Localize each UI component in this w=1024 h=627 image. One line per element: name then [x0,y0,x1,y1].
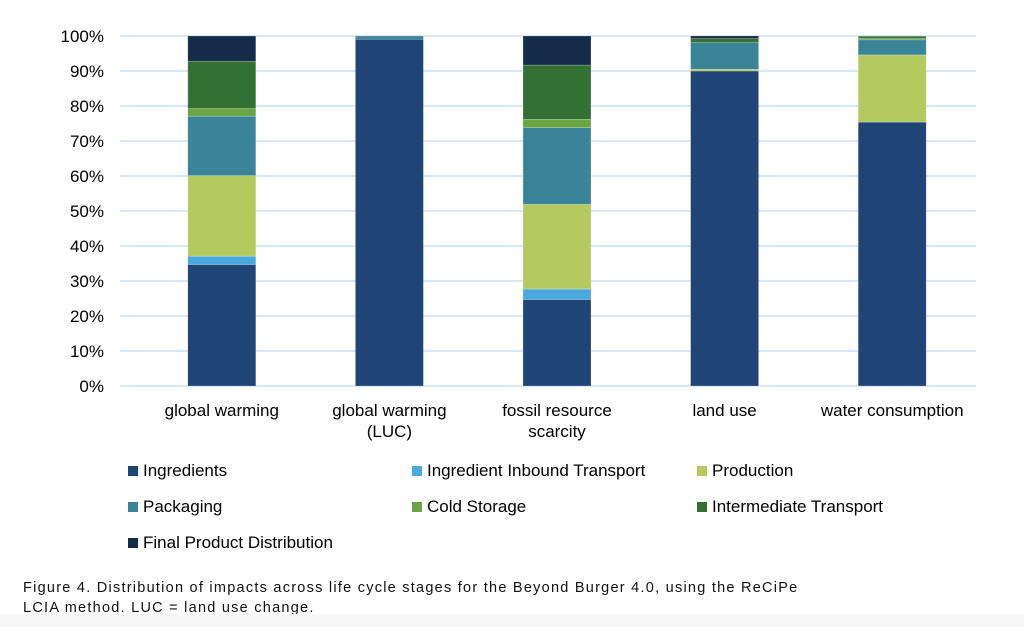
x-category-label: land use [692,401,756,420]
bar-segment-ingredients [355,38,424,387]
y-tick-label: 20% [70,307,104,326]
bar-segment-cold-storage [522,119,592,129]
x-category-label: global warming [165,401,279,420]
legend-label: Final Product Distribution [143,533,333,552]
legend-swatch [697,466,707,476]
x-category-label: global warming [332,401,446,420]
legend-item: Intermediate Transport [697,497,883,517]
bar-segment-ingredients [690,70,759,387]
legend-label: Intermediate Transport [712,497,884,516]
legend-label: Packaging [143,497,223,516]
bar-segment-production [187,175,257,257]
bar-segment-cold-storage [187,108,257,117]
bar-segment-ingredients [857,121,927,387]
caption-line-2: LCIA method. LUC = land use change. [23,600,315,616]
bar-segment-ingredients [522,299,592,387]
y-tick-label: 0% [79,377,104,396]
bar-segment-final-product-distribution [187,35,257,62]
bar-segment-intermediate-transport [187,60,257,109]
y-tick-label: 70% [70,132,104,151]
bar-segment-cold-storage [857,38,927,41]
bar-segment-final-product-distribution [522,35,592,66]
stacked-bar-chart: 0% 10% 20% 30% 40% 50% 60% 70% 80% 90% 100% global … [61,27,976,441]
bar-segment-production [522,204,592,290]
legend-swatch [128,502,138,512]
bar-segment-ingredient-inbound-transport [187,255,257,265]
legend-item: Ingredient Inbound Transport [412,461,645,481]
y-tick-label: 80% [70,97,104,116]
legend-swatch [412,502,422,512]
bar-segment-final-product-distribution [690,35,759,39]
bar-segment-intermediate-transport [857,36,927,39]
bar-segment-packaging [857,39,927,56]
legend-label: Ingredients [143,461,228,480]
y-tick-label: 40% [70,237,104,256]
legend-swatch [128,538,138,548]
bar-segment-packaging [690,42,759,70]
legend-item: Cold Storage [412,497,526,517]
caption-line-1: Figure 4. Distribution of impacts across… [23,580,799,596]
y-tick-label: 100% [61,27,104,46]
bar-segment-packaging [522,127,592,205]
legend-swatch [697,502,707,512]
bar-segment-ingredient-inbound-transport [522,288,592,300]
x-category-label: (LUC) [367,422,412,441]
bar-segment-packaging [187,115,257,176]
bar-segment-intermediate-transport [522,64,592,120]
bar-segment-intermediate-transport [690,38,759,43]
legend-item: Final Product Distribution [128,533,333,553]
legend-swatch [128,466,138,476]
legend-label: Production [712,461,794,480]
x-category-label: scarcity [528,422,586,441]
legend-label: Cold Storage [427,497,527,516]
bar-segment-packaging [355,35,424,40]
legend-label: Ingredient Inbound Transport [427,461,646,480]
y-tick-label: 10% [70,342,104,361]
bar-segment-ingredients [187,264,257,387]
y-tick-label: 50% [70,202,104,221]
bar-segment-production [857,54,927,123]
legend-item: Packaging [128,497,222,517]
legend-swatch [412,466,422,476]
x-category-label: water consumption [820,401,964,420]
y-tick-label: 60% [70,167,104,186]
page-bottom-band [0,614,1024,627]
legend-item: Ingredients [128,461,227,481]
x-category-label: fossil resource [502,401,612,420]
y-tick-label: 30% [70,272,104,291]
y-tick-label: 90% [70,62,104,81]
figure-caption: Figure 4. Distribution of impacts across… [23,578,1013,618]
legend-item: Production [697,461,793,481]
